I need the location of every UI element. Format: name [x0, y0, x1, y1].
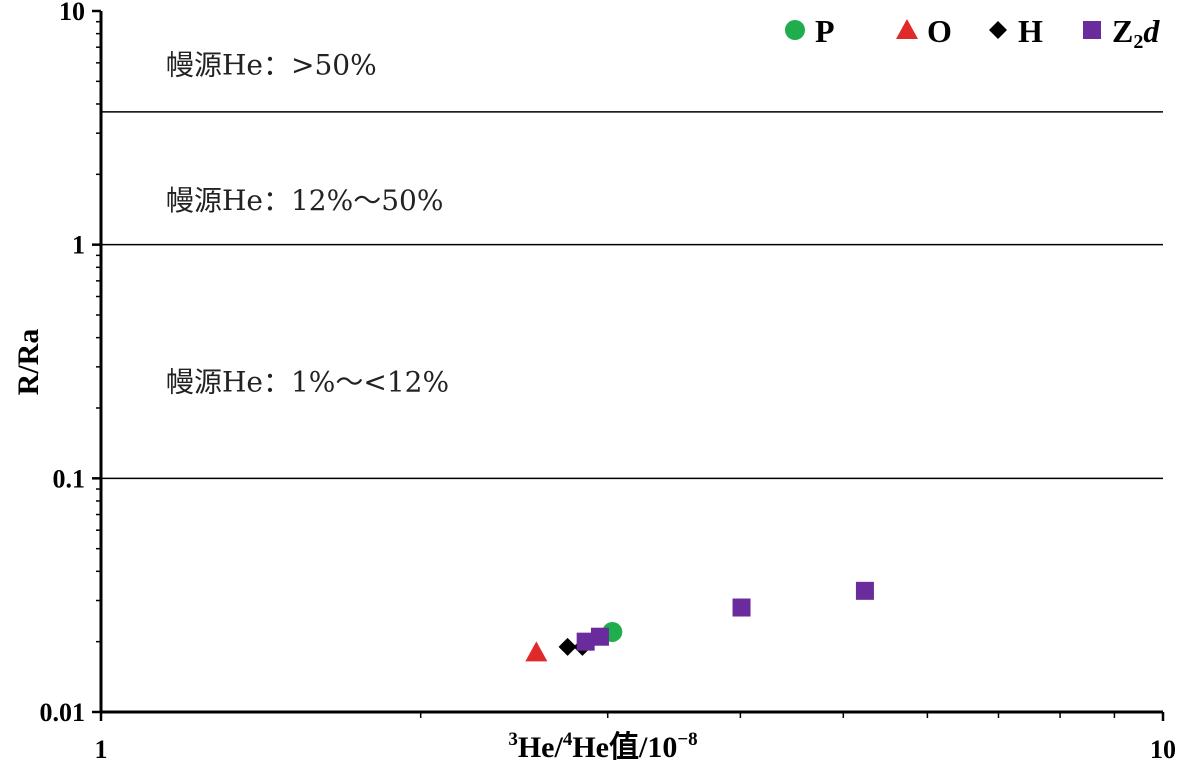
data-point-diamond	[558, 637, 577, 656]
legend-marker	[989, 21, 1007, 39]
legend-marker	[1083, 21, 1101, 39]
x-axis-title: 3He/4He值/10−8	[508, 729, 697, 764]
data-point-square	[576, 632, 595, 651]
y-tick-label: 1	[72, 231, 85, 260]
legend-label: O	[927, 13, 952, 49]
zone-label: 幔源He：>50%	[166, 49, 377, 82]
y-tick-label: 10	[59, 0, 85, 26]
legend-label: Z2d	[1112, 13, 1160, 53]
y-axis-title: R/Ra	[12, 329, 45, 396]
data-point-square	[732, 598, 751, 617]
data-point-square	[855, 581, 874, 600]
legend-label: P	[815, 13, 835, 49]
y-tick-label: 0.01	[40, 698, 86, 727]
legend-marker	[896, 19, 918, 39]
y-tick-label: 0.1	[53, 464, 86, 493]
data-point-triangle	[525, 641, 548, 662]
x-tick-label: 10	[1150, 735, 1176, 764]
legend-marker	[785, 20, 805, 40]
x-tick-label: 1	[95, 735, 108, 764]
legend-label: H	[1018, 13, 1043, 49]
zone-label: 幔源He：1%～<12%	[166, 365, 449, 398]
data-point-square	[590, 627, 609, 646]
zone-label: 幔源He：12%～50%	[166, 184, 443, 217]
